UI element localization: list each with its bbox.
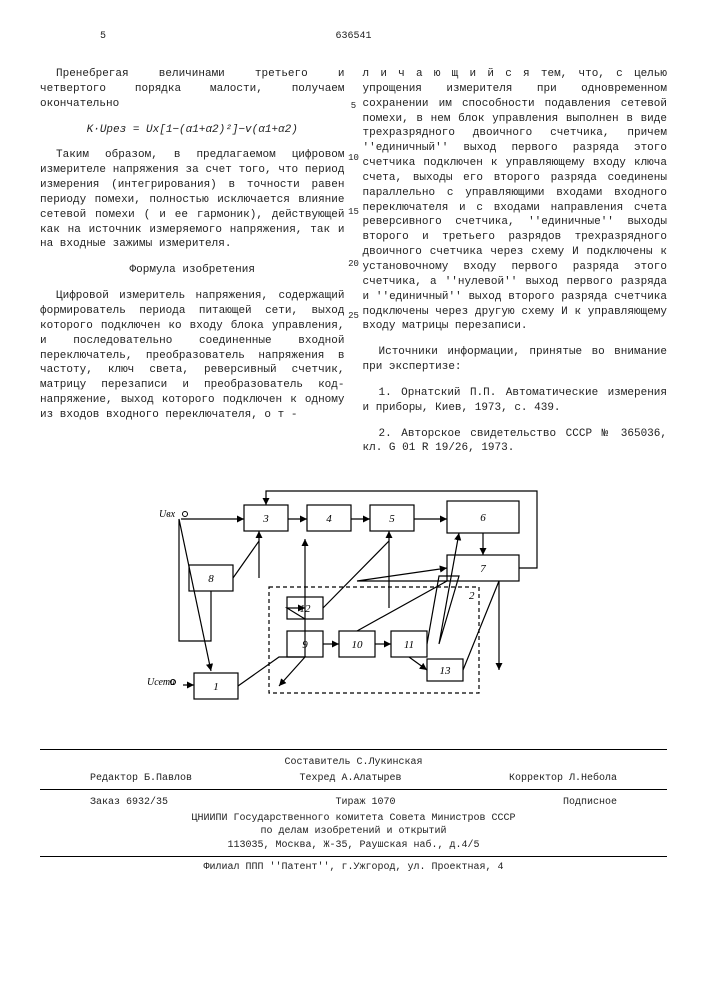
line-number: 5 [347, 100, 361, 112]
tirazh: Тираж 1070 [335, 796, 395, 810]
formula-title: Формула изобретения [40, 263, 345, 278]
para: Таким образом, в предлагаемом цифровом и… [40, 148, 345, 252]
para: Источники информации, принятые во вниман… [363, 345, 668, 375]
order: Заказ 6932/35 [90, 796, 168, 810]
svg-text:Uвх: Uвх [159, 509, 176, 520]
line-number: 10 [347, 152, 361, 164]
sign: Подписное [563, 796, 617, 810]
line-number: 25 [347, 310, 361, 322]
reference: 1. Орнатский П.П. Автоматические измерен… [363, 386, 668, 416]
svg-text:11: 11 [403, 639, 413, 651]
page-num-left: 5 [100, 30, 106, 44]
footer: Составитель С.Лукинская Редактор Б.Павло… [40, 749, 667, 875]
page-header: 5 636541 [40, 30, 667, 50]
editor: Редактор Б.Павлов [90, 772, 192, 786]
svg-text:2: 2 [469, 590, 475, 602]
svg-text:8: 8 [208, 573, 214, 585]
tech: Техред А.Алатырев [299, 772, 401, 786]
org: по делам изобретений и открытий [40, 825, 667, 839]
corrector: Корректор Л.Небола [509, 772, 617, 786]
svg-text:5: 5 [389, 513, 395, 525]
svg-text:1: 1 [213, 681, 219, 693]
compiler: Составитель С.Лукинская [40, 756, 667, 770]
addr: Филиал ППП ''Патент'', г.Ужгород, ул. Пр… [40, 861, 667, 875]
right-column: л и ч а ю щ и й с я тем, что, с целью уп… [363, 56, 668, 467]
reference: 2. Авторское свидетельство СССР № 365036… [363, 427, 668, 457]
svg-text:7: 7 [480, 563, 486, 575]
org: ЦНИИПИ Государственного комитета Совета … [40, 812, 667, 826]
line-number: 15 [347, 206, 361, 218]
svg-text:4: 4 [326, 513, 332, 525]
svg-text:13: 13 [439, 665, 451, 677]
para: Цифровой измеритель напряжения, содержащ… [40, 289, 345, 423]
formula: K·Uрез = Ux[1−(α1+α2)²]−v(α1+α2) [40, 123, 345, 138]
doc-number: 636541 [335, 30, 371, 44]
left-column: Пренебрегая величинами третьего и четвер… [40, 56, 345, 467]
svg-text:6: 6 [480, 512, 486, 524]
block-diagram: 21345678910111213UвхUсети [139, 481, 569, 731]
para: Пренебрегая величинами третьего и четвер… [40, 67, 345, 112]
line-number: 20 [347, 258, 361, 270]
svg-text:10: 10 [351, 639, 363, 651]
svg-text:3: 3 [262, 513, 269, 525]
addr: 113035, Москва, Ж-35, Раушская наб., д.4… [40, 839, 667, 853]
para: л и ч а ю щ и й с я тем, что, с целью уп… [363, 67, 668, 334]
